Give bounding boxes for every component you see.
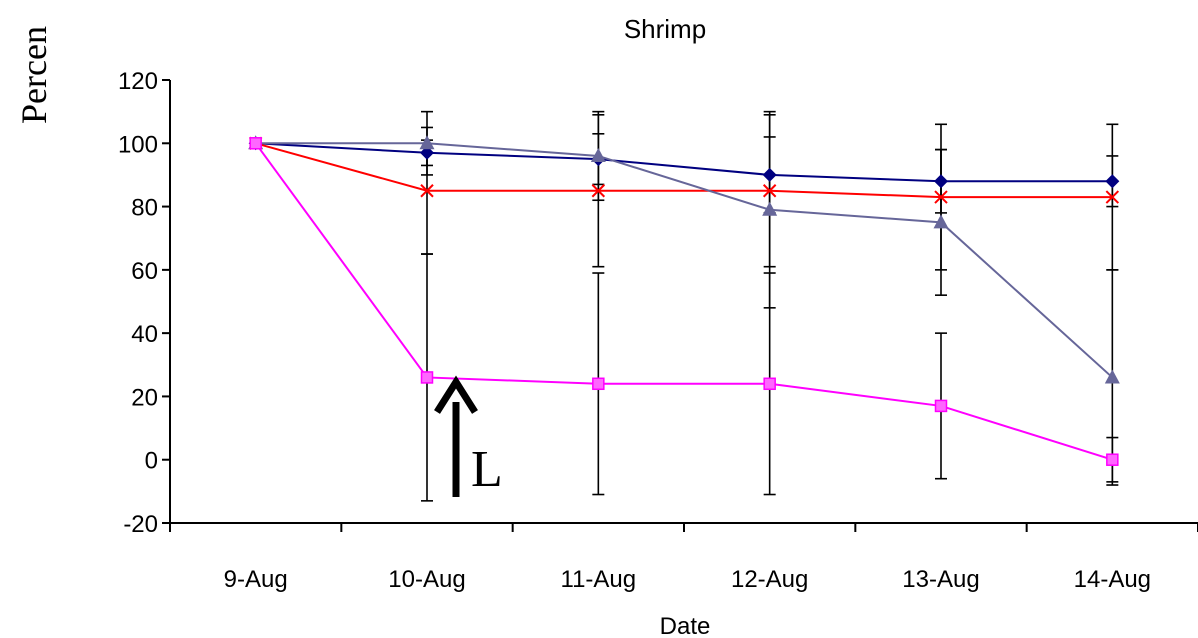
data-point bbox=[419, 135, 435, 150]
series-square bbox=[249, 137, 1119, 466]
x-tick-label: 13-Aug bbox=[902, 566, 979, 593]
data-point bbox=[762, 184, 777, 198]
data-point bbox=[933, 214, 949, 229]
series-layer bbox=[248, 110, 1120, 502]
y-axis-label: Percen bbox=[14, 26, 54, 124]
x-tick-label: 11-Aug bbox=[561, 566, 637, 593]
chart-title: Shrimp bbox=[624, 14, 706, 44]
annotation: L bbox=[434, 375, 503, 498]
data-point bbox=[1104, 369, 1120, 384]
data-point bbox=[1105, 190, 1120, 204]
data-point bbox=[592, 377, 605, 391]
x-ticks: 9-Aug 10-Aug 11-Aug 12-Aug 13-Aug 14-Aug bbox=[169, 523, 1198, 593]
annotation-label: L bbox=[471, 441, 503, 498]
y-tick-label: 80 bbox=[131, 195, 158, 222]
data-point bbox=[1105, 174, 1120, 189]
y-tick-label: 20 bbox=[131, 384, 158, 411]
annotation-arrow-head bbox=[434, 375, 478, 414]
data-point bbox=[934, 399, 948, 413]
data-point bbox=[934, 190, 948, 204]
data-point bbox=[420, 184, 434, 198]
data-point bbox=[420, 371, 434, 384]
series-triangle bbox=[248, 135, 1120, 384]
series-line bbox=[254, 142, 1113, 461]
y-tick-label: 60 bbox=[131, 258, 158, 285]
y-tick-label: 100 bbox=[118, 131, 158, 158]
series-line bbox=[255, 142, 1113, 183]
data-point bbox=[762, 201, 778, 216]
series-line bbox=[255, 142, 1113, 199]
x-tick-label: 14-Aug bbox=[1074, 566, 1151, 593]
series-x bbox=[248, 136, 1120, 204]
y-tick-label: 120 bbox=[118, 68, 158, 95]
x-axis-label: Date bbox=[660, 613, 711, 638]
data-point bbox=[763, 377, 776, 391]
data-point bbox=[1106, 453, 1119, 466]
data-point bbox=[591, 184, 606, 198]
x-tick-label: 12-Aug bbox=[731, 566, 808, 593]
series-line bbox=[255, 142, 1114, 379]
error-bars bbox=[421, 110, 1119, 502]
data-point bbox=[590, 147, 606, 162]
y-tick-label: -20 bbox=[123, 511, 158, 538]
x-tick-label: 10-Aug bbox=[388, 566, 465, 593]
y-ticks: -20 0 20 40 60 80 100 120 bbox=[118, 68, 170, 538]
x-tick-label: 9-Aug bbox=[224, 566, 288, 593]
data-point bbox=[249, 137, 262, 150]
y-tick-label: 0 bbox=[145, 448, 158, 475]
data-point bbox=[762, 167, 777, 182]
data-point bbox=[934, 174, 948, 189]
y-tick-label: 40 bbox=[131, 321, 158, 348]
